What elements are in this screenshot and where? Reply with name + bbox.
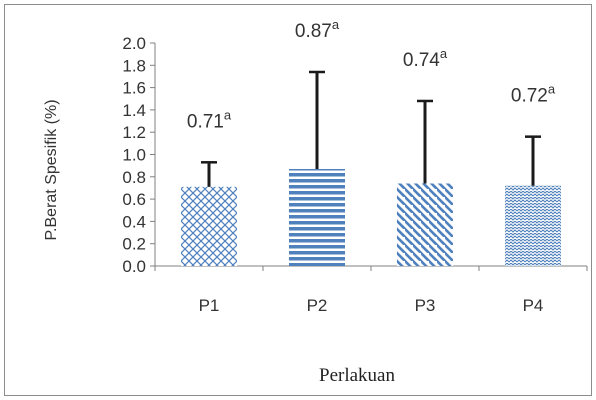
data-label-p2: 0.87a xyxy=(295,17,340,42)
bars xyxy=(181,168,561,266)
y-tick-label: 0.8 xyxy=(122,168,146,187)
bar-chart: 0.0 0.2 0.4 0.6 0.8 1.0 1.2 1.4 1.6 1.8 2.0 P1 P2 P3… xyxy=(43,17,588,386)
y-tick-label: 1.4 xyxy=(122,101,146,120)
y-tick-label: 0.0 xyxy=(122,257,146,276)
y-tick-label: 1.2 xyxy=(122,123,146,142)
y-tick-label: 1.0 xyxy=(122,146,146,165)
bar-p2 xyxy=(289,168,345,266)
x-tick-label-p3: P3 xyxy=(415,296,436,315)
bar-p1 xyxy=(181,186,237,266)
data-label-p1: 0.71a xyxy=(187,107,232,132)
y-axis-label: P.Berat Spesifik (%) xyxy=(43,99,60,240)
chart-frame: 0.0 0.2 0.4 0.6 0.8 1.0 1.2 1.4 1.6 1.8 2.0 P1 P2 P3… xyxy=(4,4,592,396)
bar-p4 xyxy=(505,185,561,266)
y-tick-label: 0.6 xyxy=(122,190,146,209)
bar-p3 xyxy=(397,183,453,266)
error-bars xyxy=(201,70,541,187)
y-tick-label: 1.6 xyxy=(122,79,146,98)
x-tick-label-p4: P4 xyxy=(523,296,544,315)
y-tick-label: 2.0 xyxy=(122,34,146,53)
data-labels: 0.71a 0.87a 0.74a 0.72a xyxy=(187,17,556,132)
x-axis: P1 P2 P3 P4 xyxy=(154,265,588,315)
x-tick-label-p1: P1 xyxy=(199,296,220,315)
y-axis: 0.0 0.2 0.4 0.6 0.8 1.0 1.2 1.4 1.6 1.8 2.0 xyxy=(122,34,156,276)
data-label-p4: 0.72a xyxy=(511,82,556,107)
y-tick-label: 0.4 xyxy=(122,212,146,231)
x-tick-label-p2: P2 xyxy=(307,296,328,315)
x-axis-label: Perlakuan xyxy=(319,365,395,386)
data-label-p3: 0.74a xyxy=(403,46,448,71)
y-tick-label: 1.8 xyxy=(122,56,146,75)
y-tick-label: 0.2 xyxy=(122,235,146,254)
